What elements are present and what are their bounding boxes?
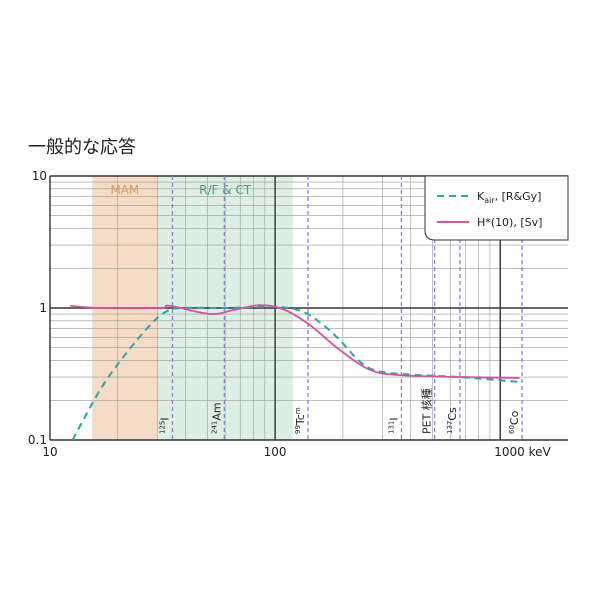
marker-label: 125I — [158, 417, 171, 434]
marker-mass: 125 — [158, 421, 166, 434]
marker-element: Am — [210, 402, 223, 420]
marker-mass: 131 — [387, 421, 395, 434]
marker-element: Cs — [446, 407, 459, 421]
marker-label: 99Tcm — [294, 407, 307, 434]
region-label: MAM — [110, 183, 139, 197]
y-tick-label: 1 — [39, 301, 47, 315]
marker-mass: 137 — [446, 421, 454, 434]
line — [70, 304, 520, 379]
legend-sub: air — [484, 196, 495, 205]
legend-label: H*(10), [Sv] — [477, 216, 542, 229]
legend-rest: , [R&Gy] — [495, 190, 542, 203]
marker-element: Co — [508, 410, 521, 425]
y-tick-label: 10 — [32, 169, 47, 183]
marker-label: 137Cs — [446, 407, 459, 434]
marker-label: 131I — [387, 417, 400, 434]
marker-label: PET 核種 — [420, 388, 434, 434]
legend-base: H*(10), [Sv] — [477, 216, 542, 229]
marker-label: 241Am — [210, 402, 223, 434]
marker-label: 60Co — [508, 410, 521, 434]
legend-box — [424, 175, 569, 241]
x-tick-label: 100 — [264, 445, 287, 459]
marker-element: I — [158, 417, 171, 420]
marker-suffix: m — [294, 407, 302, 414]
line — [71, 305, 520, 441]
marker-mass: 99 — [294, 425, 302, 434]
marker-element: PET 核種 — [420, 388, 434, 434]
y-tick-label: 0.1 — [28, 433, 47, 447]
legend-label: Kair, [R&Gy] — [477, 190, 541, 205]
marker-element: Tc — [294, 414, 307, 426]
chart-title: 一般的な応答 — [28, 137, 136, 158]
region-label: R/F & CT — [199, 183, 252, 197]
x-tick-label: 1000 keV — [494, 445, 551, 459]
legend-base: K — [477, 190, 485, 203]
x-tick-label: 10 — [42, 445, 57, 459]
marker-element: I — [387, 417, 400, 420]
marker-mass: 241 — [210, 421, 218, 434]
marker-mass: 60 — [508, 425, 516, 434]
